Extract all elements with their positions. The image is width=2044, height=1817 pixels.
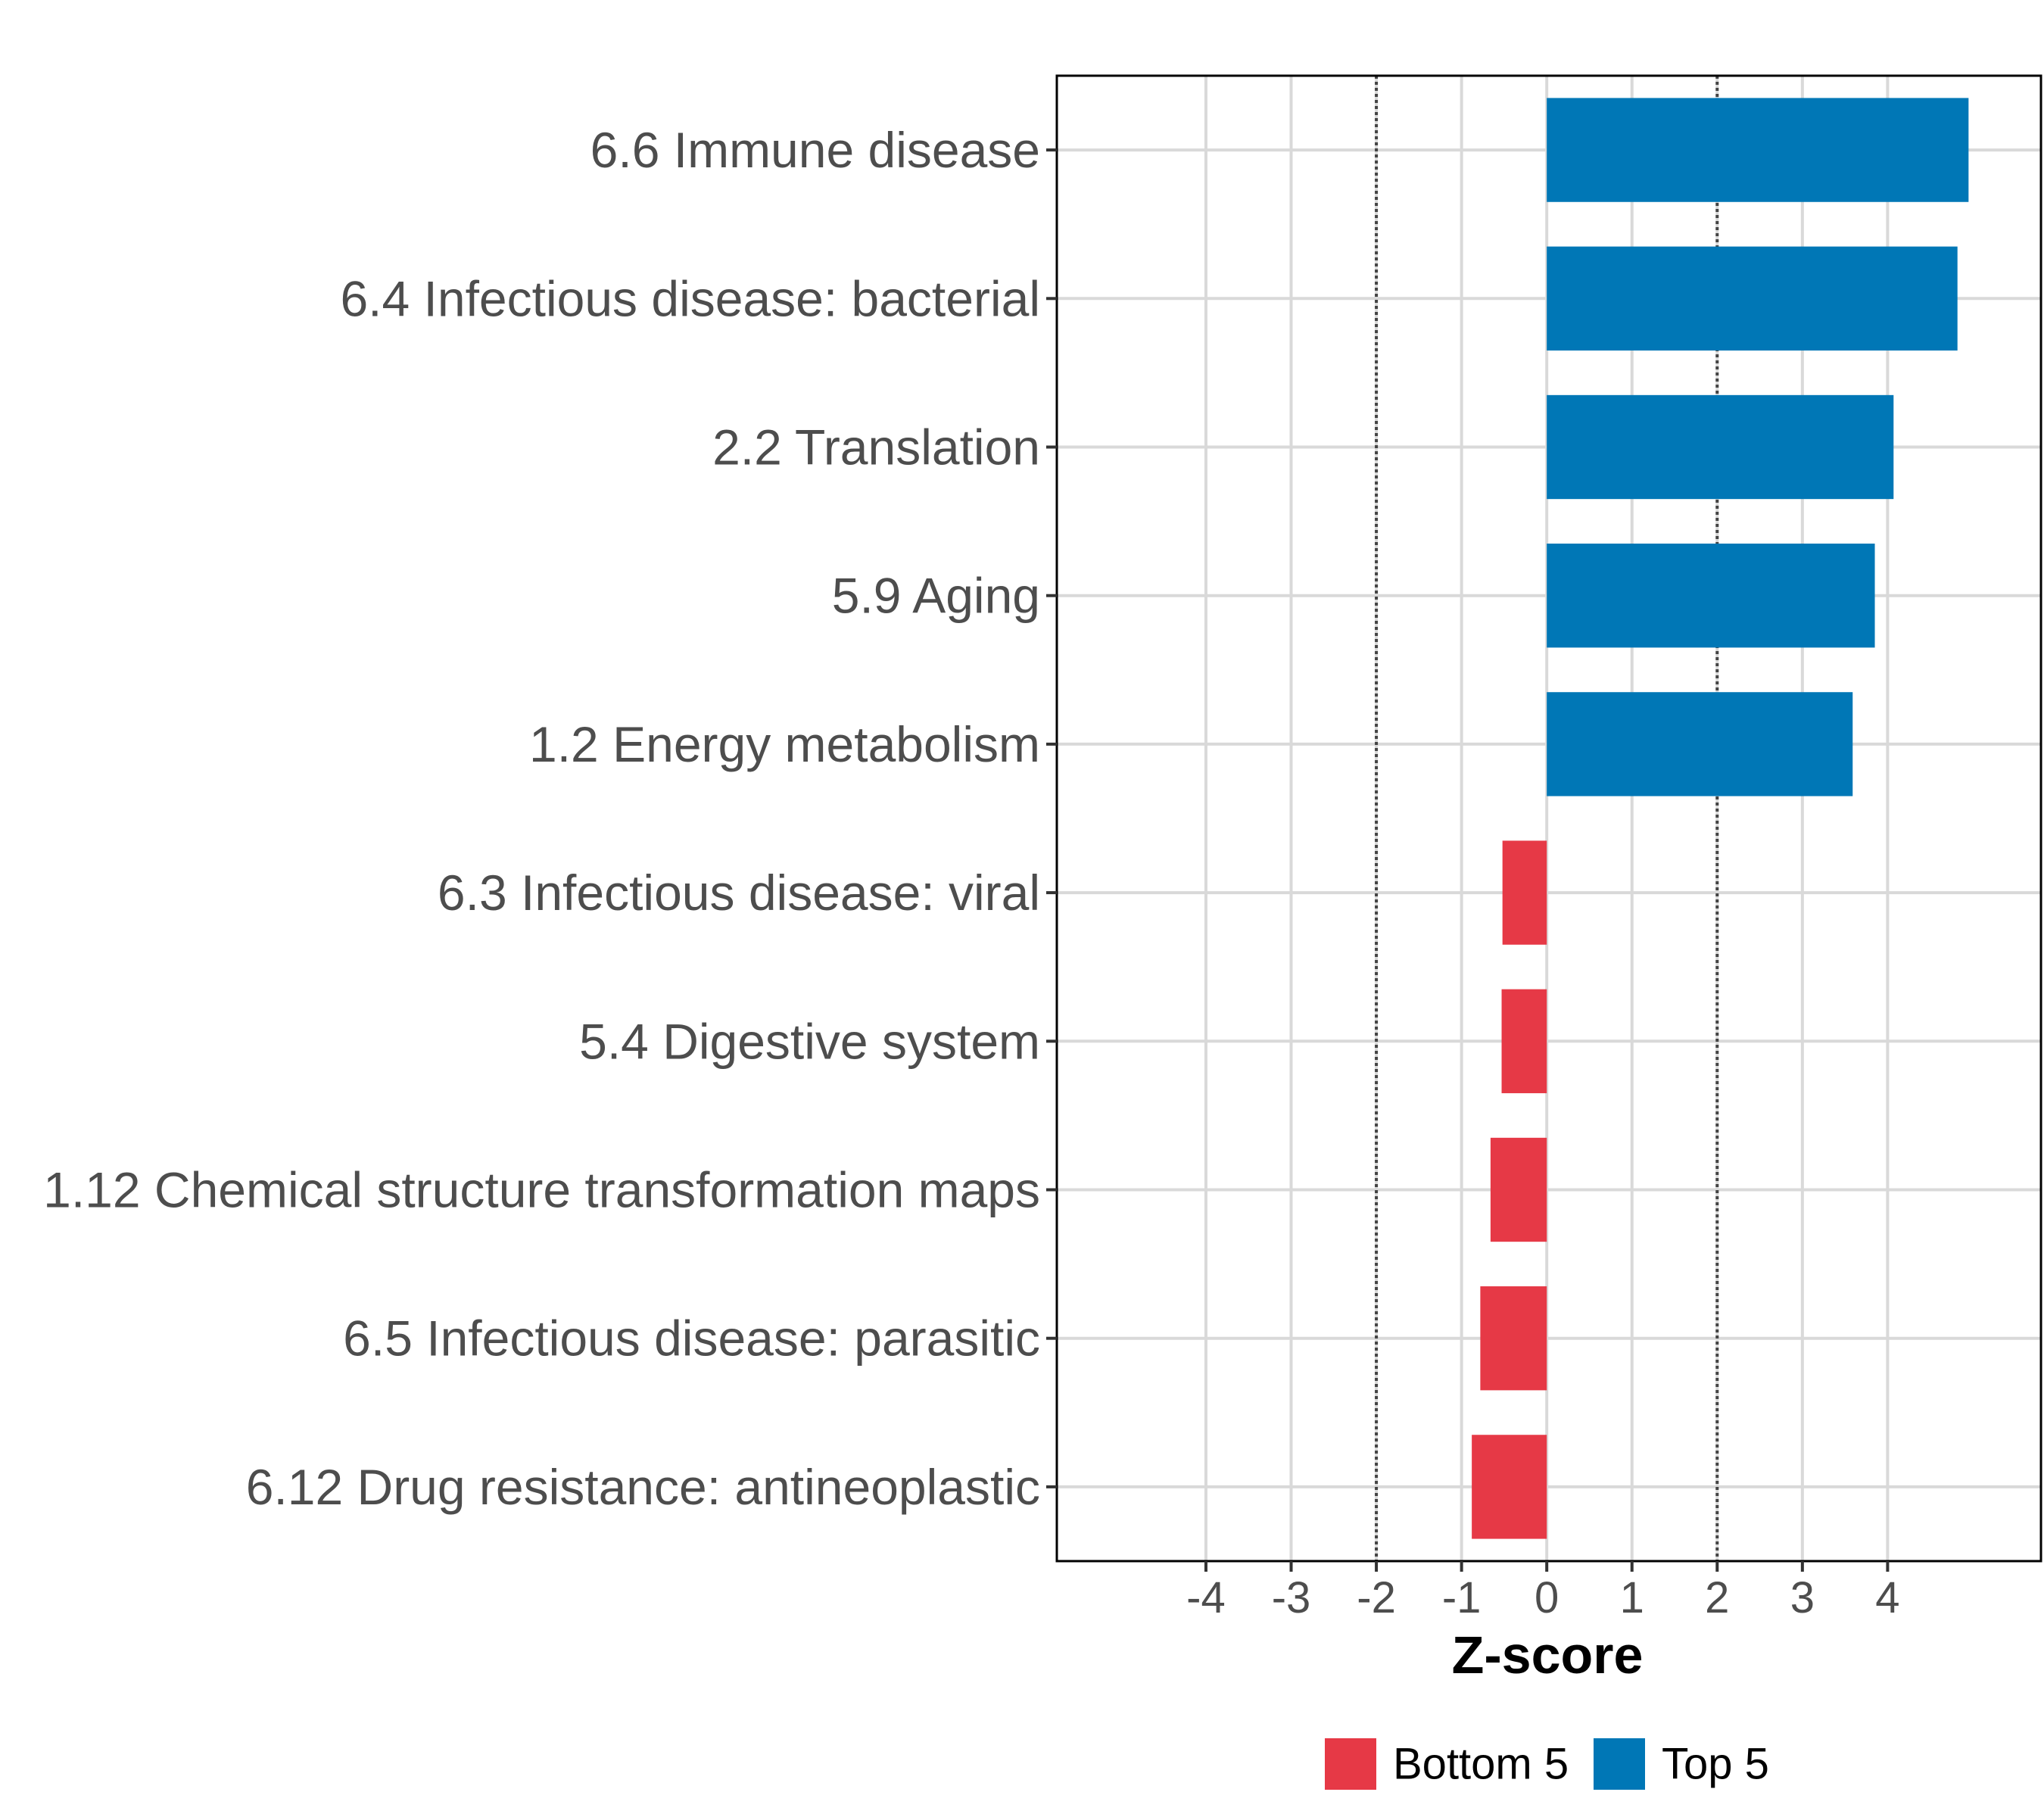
x-axis: -4 -3 -2 -1 0 1 2 3 4 [1186, 1561, 1900, 1622]
bar [1480, 1286, 1547, 1391]
x-axis-title: Z-score [1452, 1625, 1644, 1685]
bar [1501, 989, 1547, 1093]
y-tick-label: 6.12 Drug resistance: antineoplastic [246, 1459, 1040, 1515]
x-tick-label: 4 [1875, 1573, 1899, 1622]
y-tick-label: 5.9 Aging [832, 568, 1040, 624]
bar [1472, 1435, 1547, 1539]
legend: Bottom 5 Top 5 [1325, 1738, 1769, 1790]
y-tick-label: 6.3 Infectious disease: viral [438, 865, 1040, 921]
y-tick-label: 6.6 Immune disease [590, 122, 1040, 178]
bar [1502, 840, 1547, 945]
x-tick-label: 0 [1535, 1573, 1559, 1622]
bars [1472, 98, 1969, 1539]
reference-lines [1375, 76, 1719, 1561]
x-tick-label: -4 [1186, 1573, 1226, 1622]
bar [1547, 692, 1853, 796]
x-tick-label: 3 [1790, 1573, 1815, 1622]
y-tick-label: 6.5 Infectious disease: parasitic [343, 1311, 1040, 1367]
bar [1547, 394, 1894, 500]
y-tick-label: 2.2 Translation [712, 419, 1040, 475]
x-tick-label: -3 [1272, 1573, 1311, 1622]
y-tick-label: 6.4 Infectious disease: bacterial [340, 270, 1040, 326]
y-tick-label: 1.12 Chemical structure transformation m… [43, 1162, 1040, 1218]
x-tick-label: -1 [1442, 1573, 1482, 1622]
legend-label: Bottom 5 [1393, 1740, 1569, 1789]
y-tick-label: 5.4 Digestive system [579, 1013, 1040, 1069]
bar [1490, 1137, 1547, 1242]
x-tick-label: -2 [1357, 1573, 1396, 1622]
legend-swatch [1594, 1738, 1645, 1790]
bar [1547, 98, 1969, 202]
y-axis: 6.6 Immune disease 6.4 Infectious disease… [43, 122, 1057, 1515]
x-tick-label: 2 [1705, 1573, 1729, 1622]
bar [1547, 544, 1875, 648]
plot-panel-border [1055, 74, 2042, 1563]
bar [1547, 246, 1958, 351]
y-tick-label: 1.2 Energy metabolism [529, 716, 1040, 772]
legend-label: Top 5 [1662, 1740, 1769, 1789]
legend-swatch [1325, 1738, 1376, 1790]
x-tick-label: 1 [1620, 1573, 1644, 1622]
